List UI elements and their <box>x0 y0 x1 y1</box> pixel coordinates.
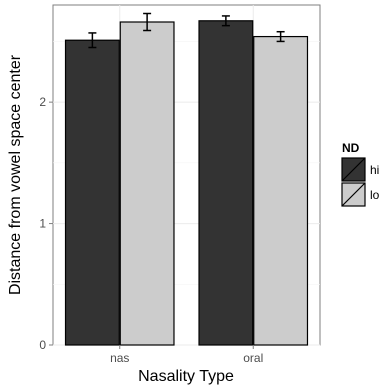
legend-key-slash <box>341 157 366 182</box>
y-tick-label: 0 <box>39 338 46 352</box>
legend-label: hi <box>370 163 379 177</box>
error-bars-group <box>88 12 285 49</box>
x-axis-title: Nasality Type <box>138 368 234 385</box>
legend-item-lo: lo <box>341 182 380 207</box>
y-axis: 0 1 2 <box>39 95 53 352</box>
y-tick-label: 1 <box>39 217 46 231</box>
y-axis-title: Distance from vowel space center <box>7 54 24 295</box>
x-tick-label: oral <box>243 351 263 365</box>
y-tick-label: 2 <box>39 95 46 109</box>
bar-oral-hi <box>198 20 254 346</box>
x-axis: nas oral <box>110 345 263 365</box>
legend-item-hi: hi <box>341 157 379 182</box>
legend: ND hi lo <box>341 141 380 207</box>
legend-label: lo <box>370 188 380 202</box>
error-bar-nas-hi <box>88 32 97 49</box>
legend-title: ND <box>342 141 360 155</box>
bars-group <box>64 20 309 346</box>
bar-oral-lo <box>253 35 309 346</box>
x-tick-label: nas <box>110 351 129 365</box>
bar-nas-lo <box>119 21 175 346</box>
error-bar-oral-hi <box>221 15 230 27</box>
bar-nas-hi <box>64 39 120 346</box>
error-bar-oral-lo <box>276 30 285 43</box>
legend-key-slash <box>341 182 366 207</box>
error-bar-nas-lo <box>143 12 152 32</box>
